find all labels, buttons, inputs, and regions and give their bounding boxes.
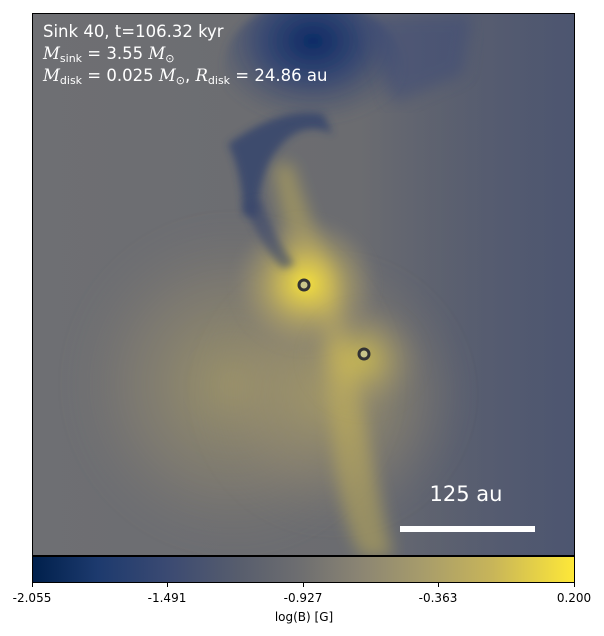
rdisk-value: = 24.86 au	[230, 66, 328, 85]
msink-unit-symbol: M	[148, 44, 166, 63]
sink-primary-marker	[297, 278, 311, 292]
sink-title-text: Sink 40, t=106.32 kyr	[43, 22, 224, 41]
colorbar-tick-label: -0.363	[418, 591, 458, 605]
msink-unit-sub: ⊙	[165, 52, 175, 65]
rdisk-symbol: R	[195, 66, 208, 85]
mdisk-sub: disk	[59, 74, 83, 87]
msink-sub: sink	[59, 52, 83, 65]
mdisk-unit-symbol: M	[158, 66, 176, 85]
rdisk-sub: disk	[207, 74, 231, 87]
scalebar-label: 125 au	[429, 482, 503, 506]
colorbar-tick	[167, 583, 168, 587]
colorbar	[32, 556, 575, 583]
mdisk-unit-sub: ⊙	[175, 74, 185, 87]
magnetic-field-map: Sink 40, t=106.32 kyr Msink = 3.55 M⊙ Md…	[32, 13, 575, 556]
mdisk-symbol: M	[43, 66, 60, 85]
msink-value: = 3.55	[82, 44, 149, 63]
colorbar-label: log(B) [G]	[274, 610, 334, 624]
scalebar-line	[400, 526, 535, 532]
colorbar-tick-label: 0.200	[556, 591, 592, 605]
disk-properties-text: Mdisk = 0.025 M⊙, Rdisk = 24.86 au	[43, 65, 327, 92]
mdisk-separator: ,	[184, 66, 196, 85]
mdisk-value: = 0.025	[82, 66, 159, 85]
colorbar-tick	[574, 583, 575, 587]
colorbar-tick-label: -2.055	[12, 591, 52, 605]
colorbar-tick-label: -0.927	[283, 591, 323, 605]
colorbar-tick	[32, 583, 33, 587]
field-image	[33, 14, 574, 555]
msink-symbol: M	[43, 44, 60, 63]
colorbar-tick-label: -1.491	[147, 591, 187, 605]
colorbar-tick	[303, 583, 304, 587]
sink-secondary-marker	[357, 347, 371, 361]
colorbar-tick	[438, 583, 439, 587]
sink-mass-text: Msink = 3.55 M⊙	[43, 43, 174, 70]
